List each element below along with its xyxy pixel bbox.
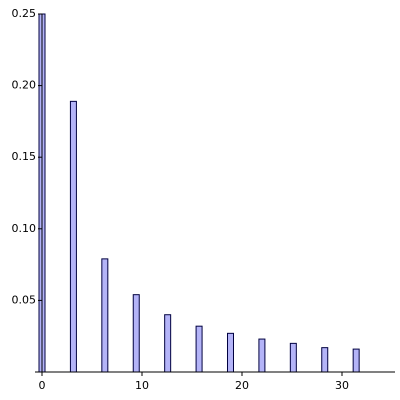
- bar: [289, 342, 297, 373]
- x-tick-label: 30: [335, 379, 349, 392]
- bar: [226, 332, 234, 373]
- bar: [101, 258, 109, 373]
- x-tick-label: 20: [235, 379, 249, 392]
- x-tick-label: 0: [39, 379, 46, 392]
- bar: [69, 100, 77, 373]
- bar: [195, 325, 203, 373]
- y-tick-label: 0.15: [12, 150, 37, 163]
- bar: [352, 348, 360, 373]
- bar: [164, 314, 172, 373]
- x-tick-label: 10: [135, 379, 149, 392]
- bar: [258, 338, 266, 373]
- bar: [132, 294, 140, 373]
- y-tick-label: 0.20: [12, 79, 37, 92]
- bar: [321, 347, 329, 373]
- y-tick-label: 0.25: [12, 7, 37, 20]
- y-tick-label: 0.10: [12, 222, 37, 235]
- y-tick-label: 0.05: [12, 293, 37, 306]
